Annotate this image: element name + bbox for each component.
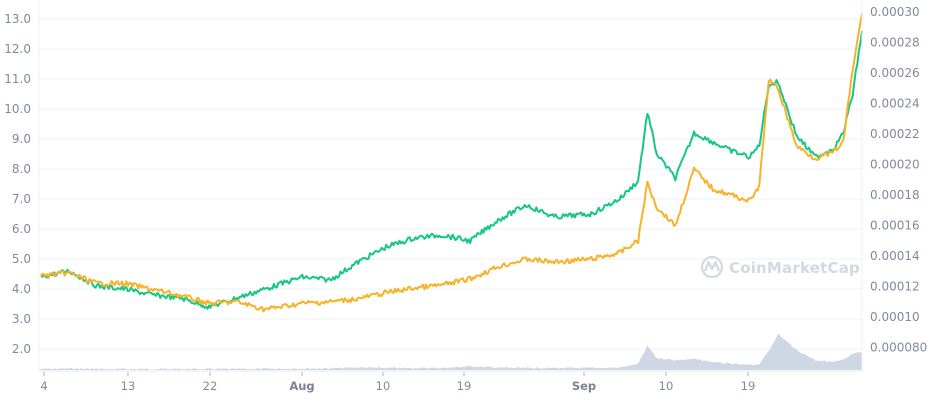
y-right-tick-label: 0.00020 xyxy=(870,158,920,172)
btc-price-line xyxy=(40,13,863,313)
axes xyxy=(38,0,863,372)
y-left-tick-label: 7.0 xyxy=(12,192,31,206)
x-tick-label: Sep xyxy=(572,379,596,393)
y-left-tick-label: 8.0 xyxy=(12,162,31,176)
y-left-tick-label: 4.0 xyxy=(12,282,31,296)
x-tick-label: Aug xyxy=(289,379,314,393)
y-left-tick-label: 3.0 xyxy=(12,312,31,326)
y-right-tick-label: 0.000080 xyxy=(870,341,927,355)
x-axis: 4 13 22 Aug 10 19 Sep 10 19 xyxy=(40,372,755,393)
x-tick-label: 22 xyxy=(203,379,218,393)
y-left-tick-label: 11.0 xyxy=(4,72,31,86)
y-axis-right: 0.00030 0.00028 0.00026 0.00024 0.00022 0.000… xyxy=(870,5,927,355)
x-tick-label: 19 xyxy=(457,379,472,393)
y-left-tick-label: 6.0 xyxy=(12,222,31,236)
y-right-tick-label: 0.00018 xyxy=(870,188,920,202)
x-tick-label: 13 xyxy=(121,379,136,393)
y-right-tick-label: 0.00024 xyxy=(870,97,920,111)
y-left-tick-label: 5.0 xyxy=(12,252,31,266)
y-right-tick-label: 0.00028 xyxy=(870,36,920,50)
y-right-tick-label: 0.00026 xyxy=(870,66,920,80)
watermark-text: CoinMarketCap xyxy=(729,259,860,277)
volume-area xyxy=(39,333,862,370)
y-right-tick-label: 0.00030 xyxy=(870,5,920,19)
x-tick-label: 10 xyxy=(659,379,674,393)
y-left-tick-label: 9.0 xyxy=(12,132,31,146)
y-left-tick-label: 13.0 xyxy=(4,12,31,26)
y-right-tick-label: 0.00012 xyxy=(870,280,920,294)
coinmarketcap-watermark: CoinMarketCap xyxy=(700,255,860,279)
y-axis-left: 13.0 12.0 11.0 10.0 9.0 8.0 7.0 6.0 5.0 4.0 3.0 2.0 xyxy=(4,12,31,356)
volume-area-path xyxy=(39,333,862,370)
y-left-tick-label: 10.0 xyxy=(4,102,31,116)
coinmarketcap-logo-icon xyxy=(700,255,724,279)
y-right-tick-label: 0.00010 xyxy=(870,310,920,324)
x-tick-label: 4 xyxy=(40,379,47,393)
grid-lines xyxy=(39,18,862,350)
x-tick-label: 19 xyxy=(741,379,756,393)
y-left-tick-label: 12.0 xyxy=(4,42,31,56)
y-left-tick-label: 2.0 xyxy=(12,342,31,356)
price-lines xyxy=(40,13,863,313)
y-right-tick-label: 0.00016 xyxy=(870,219,920,233)
y-right-tick-label: 0.00022 xyxy=(870,127,920,141)
x-tick-label: 10 xyxy=(376,379,391,393)
y-right-tick-label: 0.00014 xyxy=(870,249,920,263)
